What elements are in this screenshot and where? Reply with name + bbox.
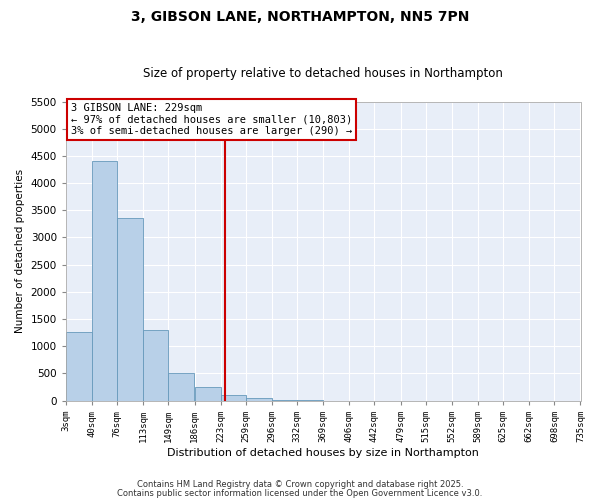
Bar [143, 330, 169, 400]
Y-axis label: Number of detached properties: Number of detached properties [15, 169, 25, 333]
Bar [92, 162, 117, 400]
Bar [221, 395, 246, 400]
Bar [117, 218, 143, 400]
Text: 3 GIBSON LANE: 229sqm
← 97% of detached houses are smaller (10,803)
3% of semi-d: 3 GIBSON LANE: 229sqm ← 97% of detached … [71, 103, 352, 136]
Bar [169, 373, 194, 400]
X-axis label: Distribution of detached houses by size in Northampton: Distribution of detached houses by size … [167, 448, 479, 458]
Title: Size of property relative to detached houses in Northampton: Size of property relative to detached ho… [143, 66, 503, 80]
Text: Contains public sector information licensed under the Open Government Licence v3: Contains public sector information licen… [118, 488, 482, 498]
Text: 3, GIBSON LANE, NORTHAMPTON, NN5 7PN: 3, GIBSON LANE, NORTHAMPTON, NN5 7PN [131, 10, 469, 24]
Bar [246, 398, 272, 400]
Bar [194, 387, 221, 400]
Text: Contains HM Land Registry data © Crown copyright and database right 2025.: Contains HM Land Registry data © Crown c… [137, 480, 463, 489]
Bar [66, 332, 92, 400]
